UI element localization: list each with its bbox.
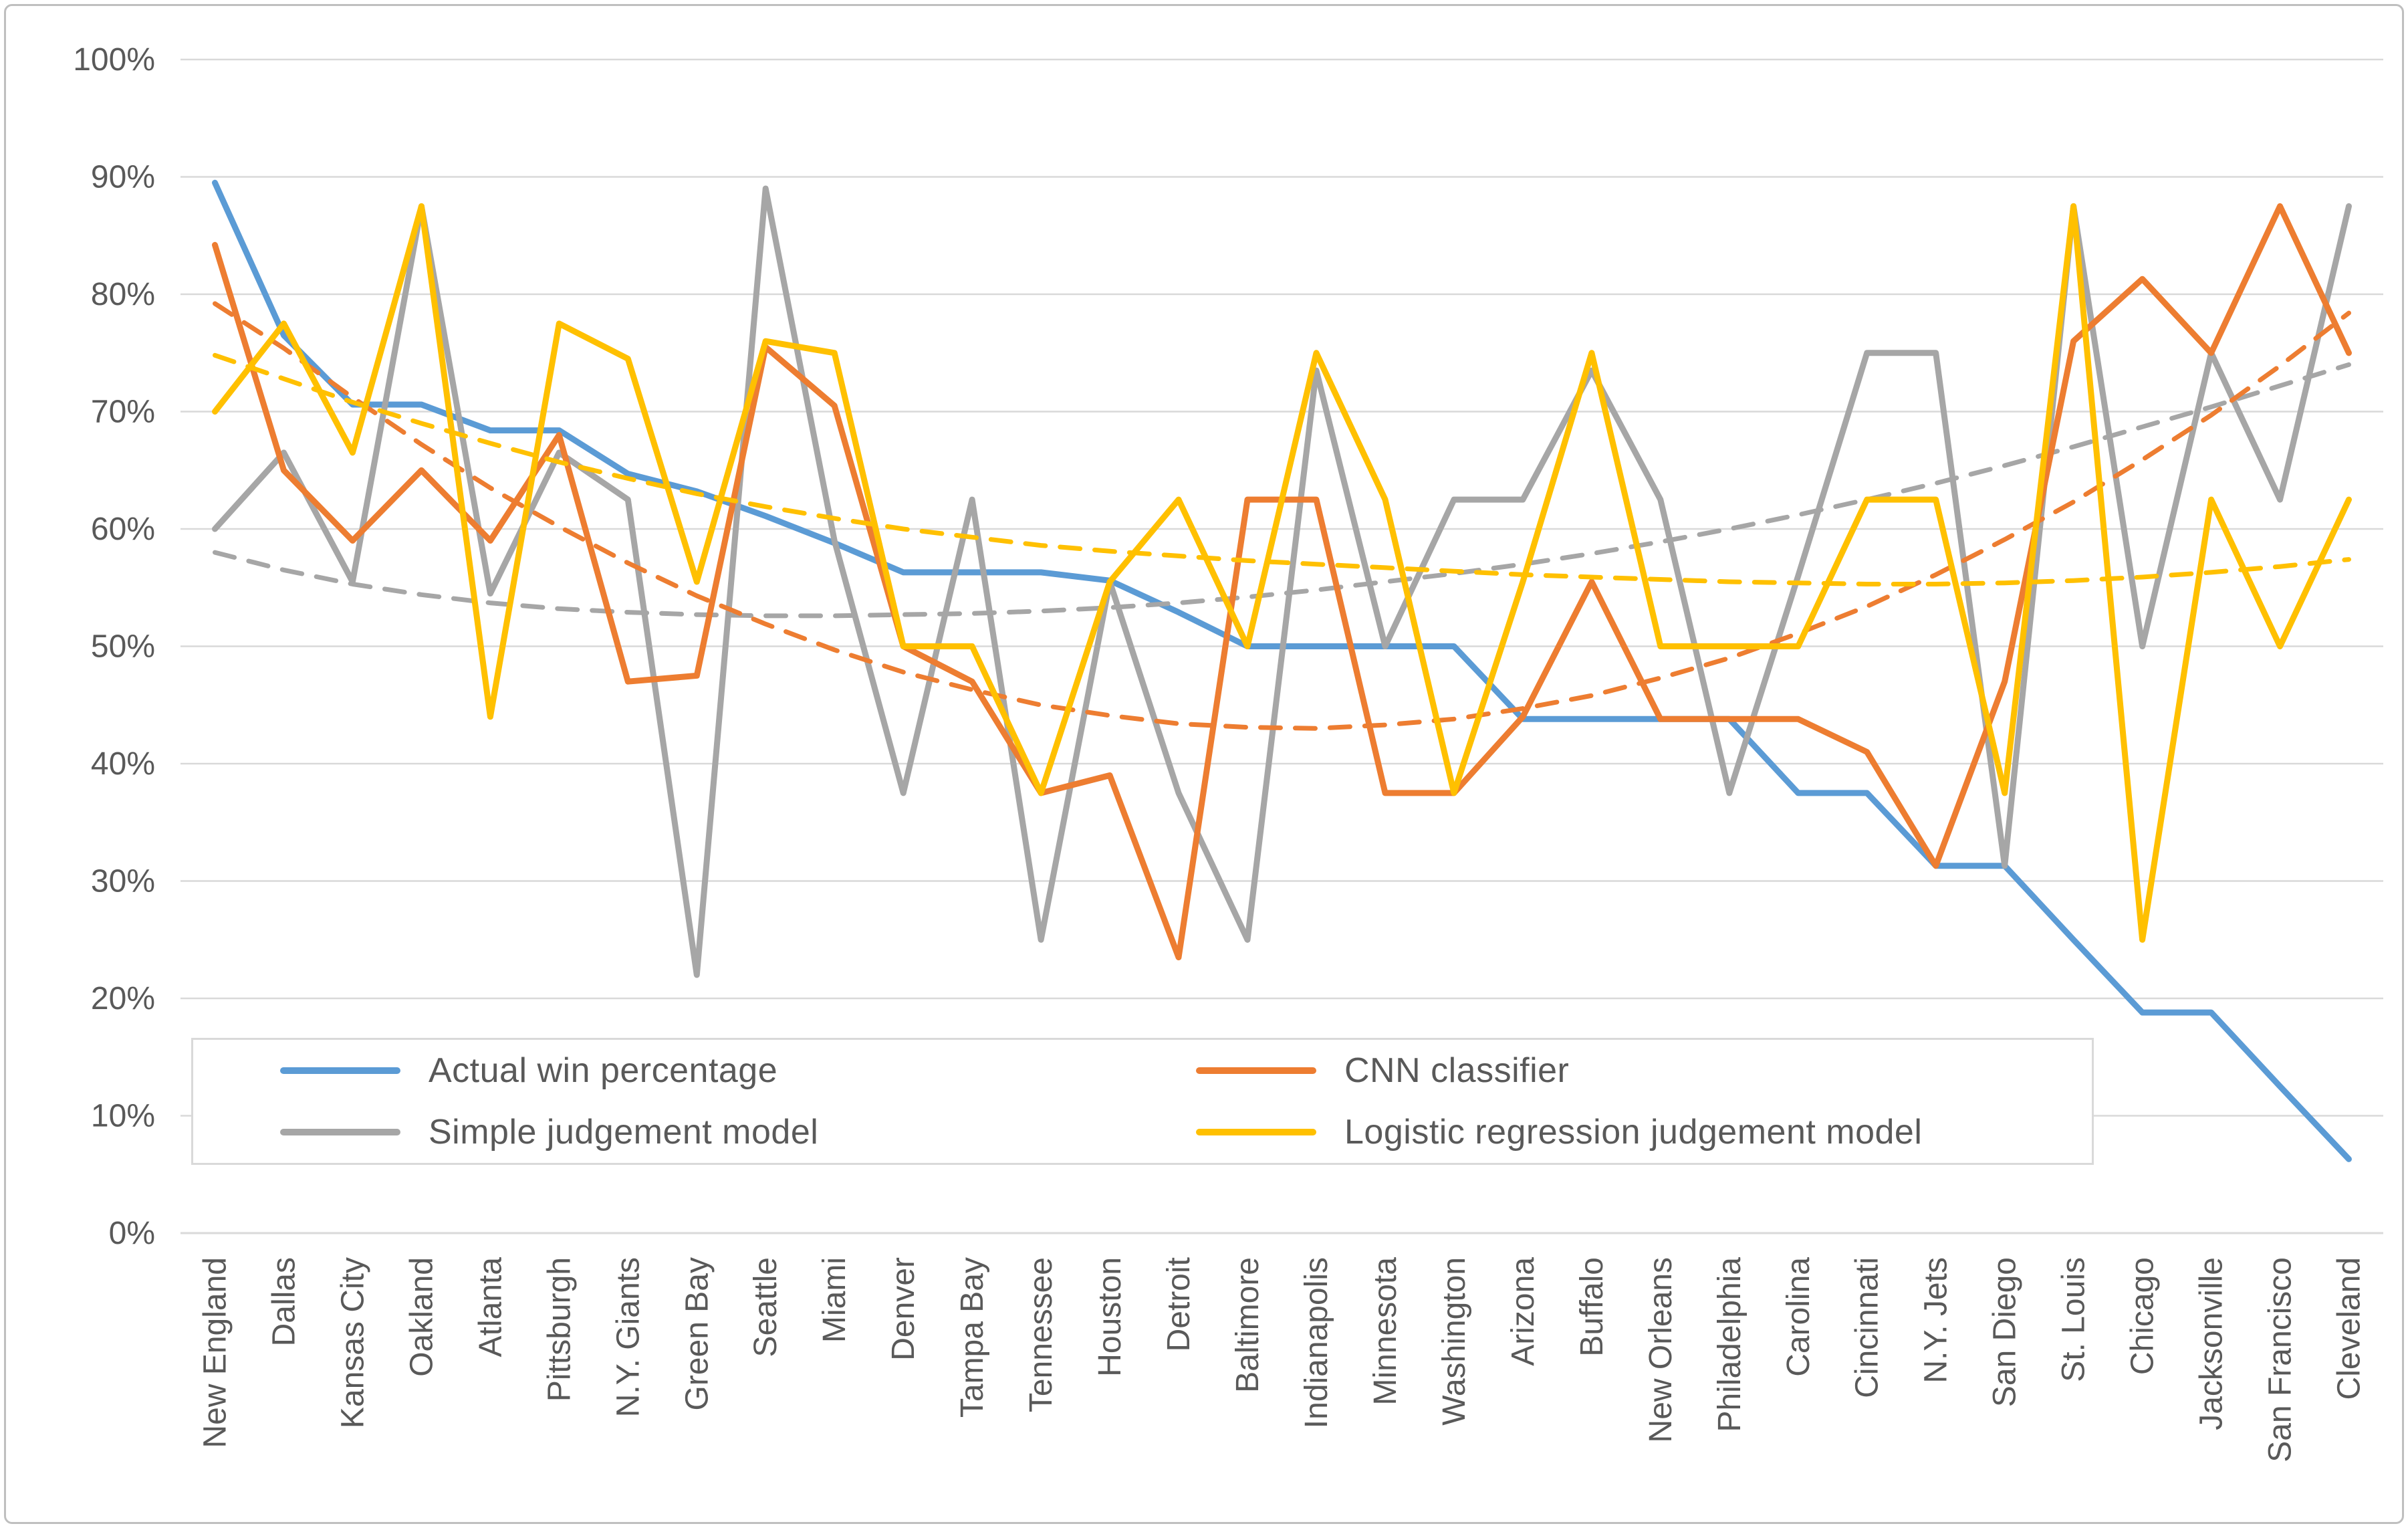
y-tick-label: 80% [91, 277, 155, 312]
x-tick-label: Pittsburgh [541, 1257, 577, 1402]
legend-item-logistic-regression-judgement-model: Logistic regression judgement model [1196, 1112, 2092, 1152]
series-line-simple-judgement-model [212, 185, 2352, 978]
x-tick-label: Philadelphia [1712, 1257, 1748, 1432]
legend-label: Logistic regression judgement model [1344, 1113, 1923, 1152]
x-tick-label: San Diego [1988, 1257, 2023, 1407]
x-tick-label: St. Louis [2056, 1257, 2092, 1382]
legend-label: CNN classifier [1344, 1051, 1570, 1090]
x-tick-label: Chicago [2125, 1257, 2161, 1375]
legend-item-cnn-classifier: CNN classifier [1196, 1051, 2092, 1091]
x-tick-label: Jacksonville [2194, 1257, 2230, 1430]
y-tick-label: 30% [91, 864, 155, 899]
x-tick-label: Arizona [1506, 1257, 1541, 1366]
x-tick-label: N.Y. Jets [1919, 1257, 1954, 1384]
y-tick-label: 10% [91, 1099, 155, 1134]
x-tick-label: Detroit [1161, 1257, 1197, 1351]
legend-label: Simple judgement model [429, 1113, 819, 1152]
x-tick-label: Green Bay [679, 1257, 715, 1410]
x-tick-label: Carolina [1781, 1257, 1816, 1377]
y-tick-label: 70% [91, 395, 155, 430]
y-tick-label: 0% [109, 1216, 155, 1251]
legend-swatch-yellow-line [1196, 1129, 1316, 1135]
legend-swatch-gray-line [280, 1129, 400, 1135]
x-tick-label: Minnesota [1368, 1257, 1403, 1406]
legend-swatch-blue-line [280, 1067, 400, 1074]
x-tick-label: Tennessee [1024, 1257, 1059, 1412]
y-tick-label: 90% [91, 160, 155, 195]
x-tick-label: Miami [817, 1257, 852, 1343]
x-tick-label: Denver [886, 1257, 921, 1361]
x-tick-label: Seattle [748, 1257, 784, 1357]
y-tick-label: 100% [73, 42, 155, 78]
series-line-logistic-regression-judgement-model [212, 203, 2352, 943]
series-line-logistic-regression-judgement-model-trend [213, 352, 2351, 586]
legend-item-simple-judgement-model: Simple judgement model [280, 1112, 1196, 1152]
x-tick-label: Baltimore [1230, 1257, 1266, 1393]
legend-label: Actual win percentage [429, 1051, 778, 1090]
series-line-simple-judgement-model-trend [213, 362, 2351, 619]
y-tick-label: 50% [91, 629, 155, 665]
x-tick-label: Oakland [404, 1257, 439, 1377]
x-tick-label: Washington [1437, 1257, 1472, 1426]
x-tick-label: Houston [1092, 1257, 1128, 1377]
x-tick-label: Atlanta [473, 1257, 508, 1357]
y-tick-label: 60% [91, 512, 155, 547]
x-tick-label: Tampa Bay [955, 1257, 990, 1418]
chart-legend: Actual win percentage CNN classifier Sim… [191, 1038, 2094, 1165]
x-tick-label: Dallas [266, 1257, 302, 1346]
x-tick-label: New Orleans [1643, 1257, 1679, 1442]
x-tick-label: Cleveland [2332, 1257, 2367, 1400]
x-tick-label: Cincinnati [1850, 1257, 1885, 1398]
x-tick-label: N.Y. Giants [610, 1257, 646, 1417]
x-tick-label: Kansas City [335, 1257, 370, 1428]
y-tick-label: 20% [91, 981, 155, 1016]
legend-swatch-orange-line [1196, 1067, 1316, 1074]
series-line-cnn-classifier-trend [213, 301, 2351, 731]
legend-item-actual-win-percentage: Actual win percentage [280, 1051, 1196, 1091]
x-tick-label: New England [197, 1257, 233, 1448]
y-tick-label: 40% [91, 746, 155, 782]
x-tick-label: Buffalo [1574, 1257, 1610, 1357]
x-tick-label: Indianapolis [1299, 1257, 1334, 1428]
x-tick-label: San Francisco [2263, 1257, 2298, 1462]
